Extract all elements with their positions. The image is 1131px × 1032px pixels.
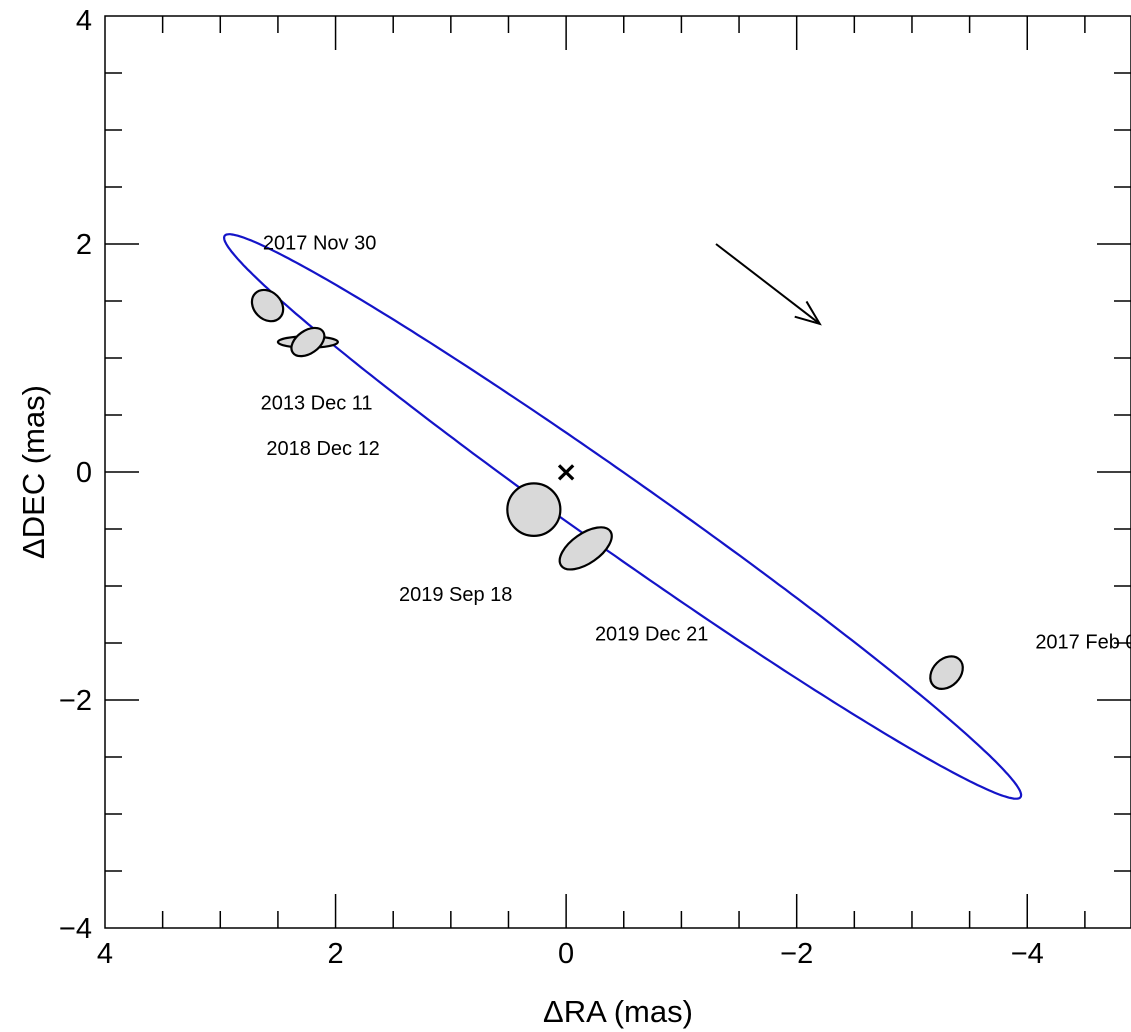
minor-ticks <box>105 16 1131 928</box>
epoch-label: 2019 Sep 18 <box>399 584 512 606</box>
epoch-label: 2017 Feb 01 <box>1035 632 1131 654</box>
primary-star-marker: × <box>554 455 577 488</box>
measurement-ellipse <box>506 482 562 537</box>
y-tick-label: −4 <box>59 913 92 945</box>
measurement-ellipse <box>250 288 285 323</box>
y-tick-label: −2 <box>59 685 92 717</box>
epoch-label: 2019 Dec 21 <box>595 624 708 646</box>
x-tick-label: 0 <box>558 938 574 970</box>
epoch-label: 2017 Nov 30 <box>263 233 376 255</box>
measurement-ellipses <box>250 288 964 690</box>
x-tick-label: −4 <box>1011 938 1044 970</box>
motion-direction-arrow <box>715 243 822 326</box>
plot-frame <box>104 15 1131 929</box>
x-tick-label: −2 <box>780 938 813 970</box>
epoch-labels: 2017 Nov 30 2013 Dec 11 2018 Dec 12 2019 Se… <box>261 233 1131 654</box>
measurement-ellipse <box>558 526 613 571</box>
arrow-shaft <box>715 243 821 325</box>
epoch-label: 2018 Dec 12 <box>266 438 379 460</box>
primary-marker-symbol: × <box>554 455 577 488</box>
epoch-label: 2013 Dec 11 <box>261 392 373 414</box>
arrow-head <box>794 300 822 326</box>
y-tick-labels: 4 2 0 −2 −4 <box>59 5 92 945</box>
y-tick-label: 4 <box>76 5 92 37</box>
orbit-ellipse <box>222 233 1023 800</box>
x-axis-title: ΔRA (mas) <box>543 994 693 1029</box>
measurement-ellipse <box>929 655 964 690</box>
measurement-ellipse <box>290 326 326 358</box>
y-tick-label: 0 <box>76 457 92 489</box>
y-axis-title: ΔDEC (mas) <box>16 385 51 559</box>
y-tick-label: 2 <box>76 229 92 261</box>
x-tick-labels: 4 2 0 −2 −4 <box>97 938 1044 970</box>
x-tick-label: 2 <box>327 938 343 970</box>
major-ticks <box>105 16 1131 928</box>
x-tick-label: 4 <box>97 938 113 970</box>
